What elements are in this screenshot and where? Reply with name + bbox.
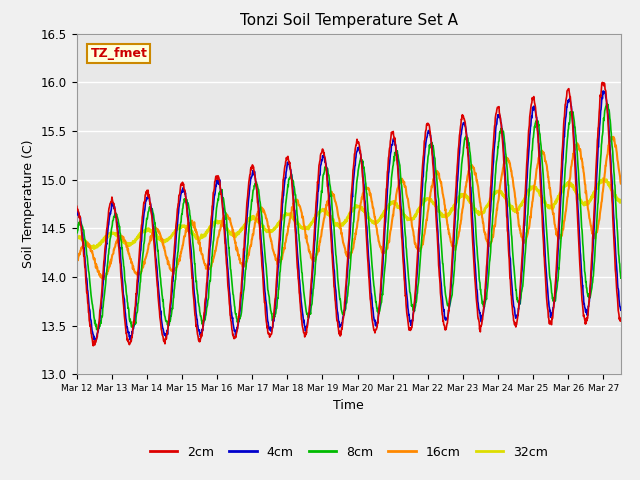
Line: 16cm: 16cm — [77, 137, 621, 279]
4cm — [230, 326, 238, 332]
32cm — [545, 205, 553, 211]
16cm — [617, 180, 625, 186]
16cm — [171, 266, 179, 272]
2cm — [181, 188, 189, 194]
8cm — [280, 226, 287, 231]
2cm — [545, 319, 553, 324]
4cm — [617, 307, 625, 313]
8cm — [181, 197, 189, 203]
Line: 32cm: 32cm — [77, 179, 621, 249]
4cm — [485, 240, 493, 245]
Line: 2cm: 2cm — [77, 83, 621, 346]
2cm — [485, 225, 493, 231]
4cm — [171, 252, 179, 258]
Line: 8cm: 8cm — [77, 103, 621, 330]
16cm — [545, 180, 553, 185]
32cm — [181, 224, 189, 230]
2cm — [171, 240, 179, 246]
32cm — [280, 212, 287, 218]
Line: 4cm: 4cm — [77, 91, 621, 341]
4cm — [73, 212, 81, 218]
4cm — [92, 338, 99, 344]
16cm — [73, 258, 81, 264]
32cm — [485, 201, 493, 206]
2cm — [280, 176, 287, 181]
16cm — [607, 134, 615, 140]
Y-axis label: Soil Temperature (C): Soil Temperature (C) — [22, 140, 35, 268]
4cm — [545, 304, 553, 310]
4cm — [599, 88, 607, 94]
2cm — [617, 318, 625, 324]
32cm — [73, 235, 81, 240]
16cm — [280, 248, 287, 254]
2cm — [598, 80, 606, 85]
X-axis label: Time: Time — [333, 399, 364, 412]
16cm — [230, 231, 238, 237]
32cm — [90, 246, 97, 252]
8cm — [603, 100, 611, 106]
2cm — [230, 336, 238, 342]
8cm — [230, 299, 238, 304]
8cm — [485, 271, 493, 277]
8cm — [617, 275, 625, 281]
32cm — [171, 228, 179, 234]
2cm — [73, 204, 81, 209]
32cm — [600, 176, 607, 181]
8cm — [171, 281, 179, 287]
Legend: 2cm, 4cm, 8cm, 16cm, 32cm: 2cm, 4cm, 8cm, 16cm, 32cm — [145, 441, 553, 464]
8cm — [73, 229, 81, 235]
8cm — [545, 264, 553, 270]
4cm — [280, 192, 287, 198]
16cm — [485, 241, 493, 247]
8cm — [94, 327, 102, 333]
32cm — [230, 234, 238, 240]
2cm — [90, 343, 97, 348]
Title: Tonzi Soil Temperature Set A: Tonzi Soil Temperature Set A — [240, 13, 458, 28]
Text: TZ_fmet: TZ_fmet — [90, 47, 147, 60]
32cm — [617, 198, 625, 204]
4cm — [181, 192, 189, 197]
16cm — [181, 233, 189, 239]
16cm — [100, 276, 108, 282]
